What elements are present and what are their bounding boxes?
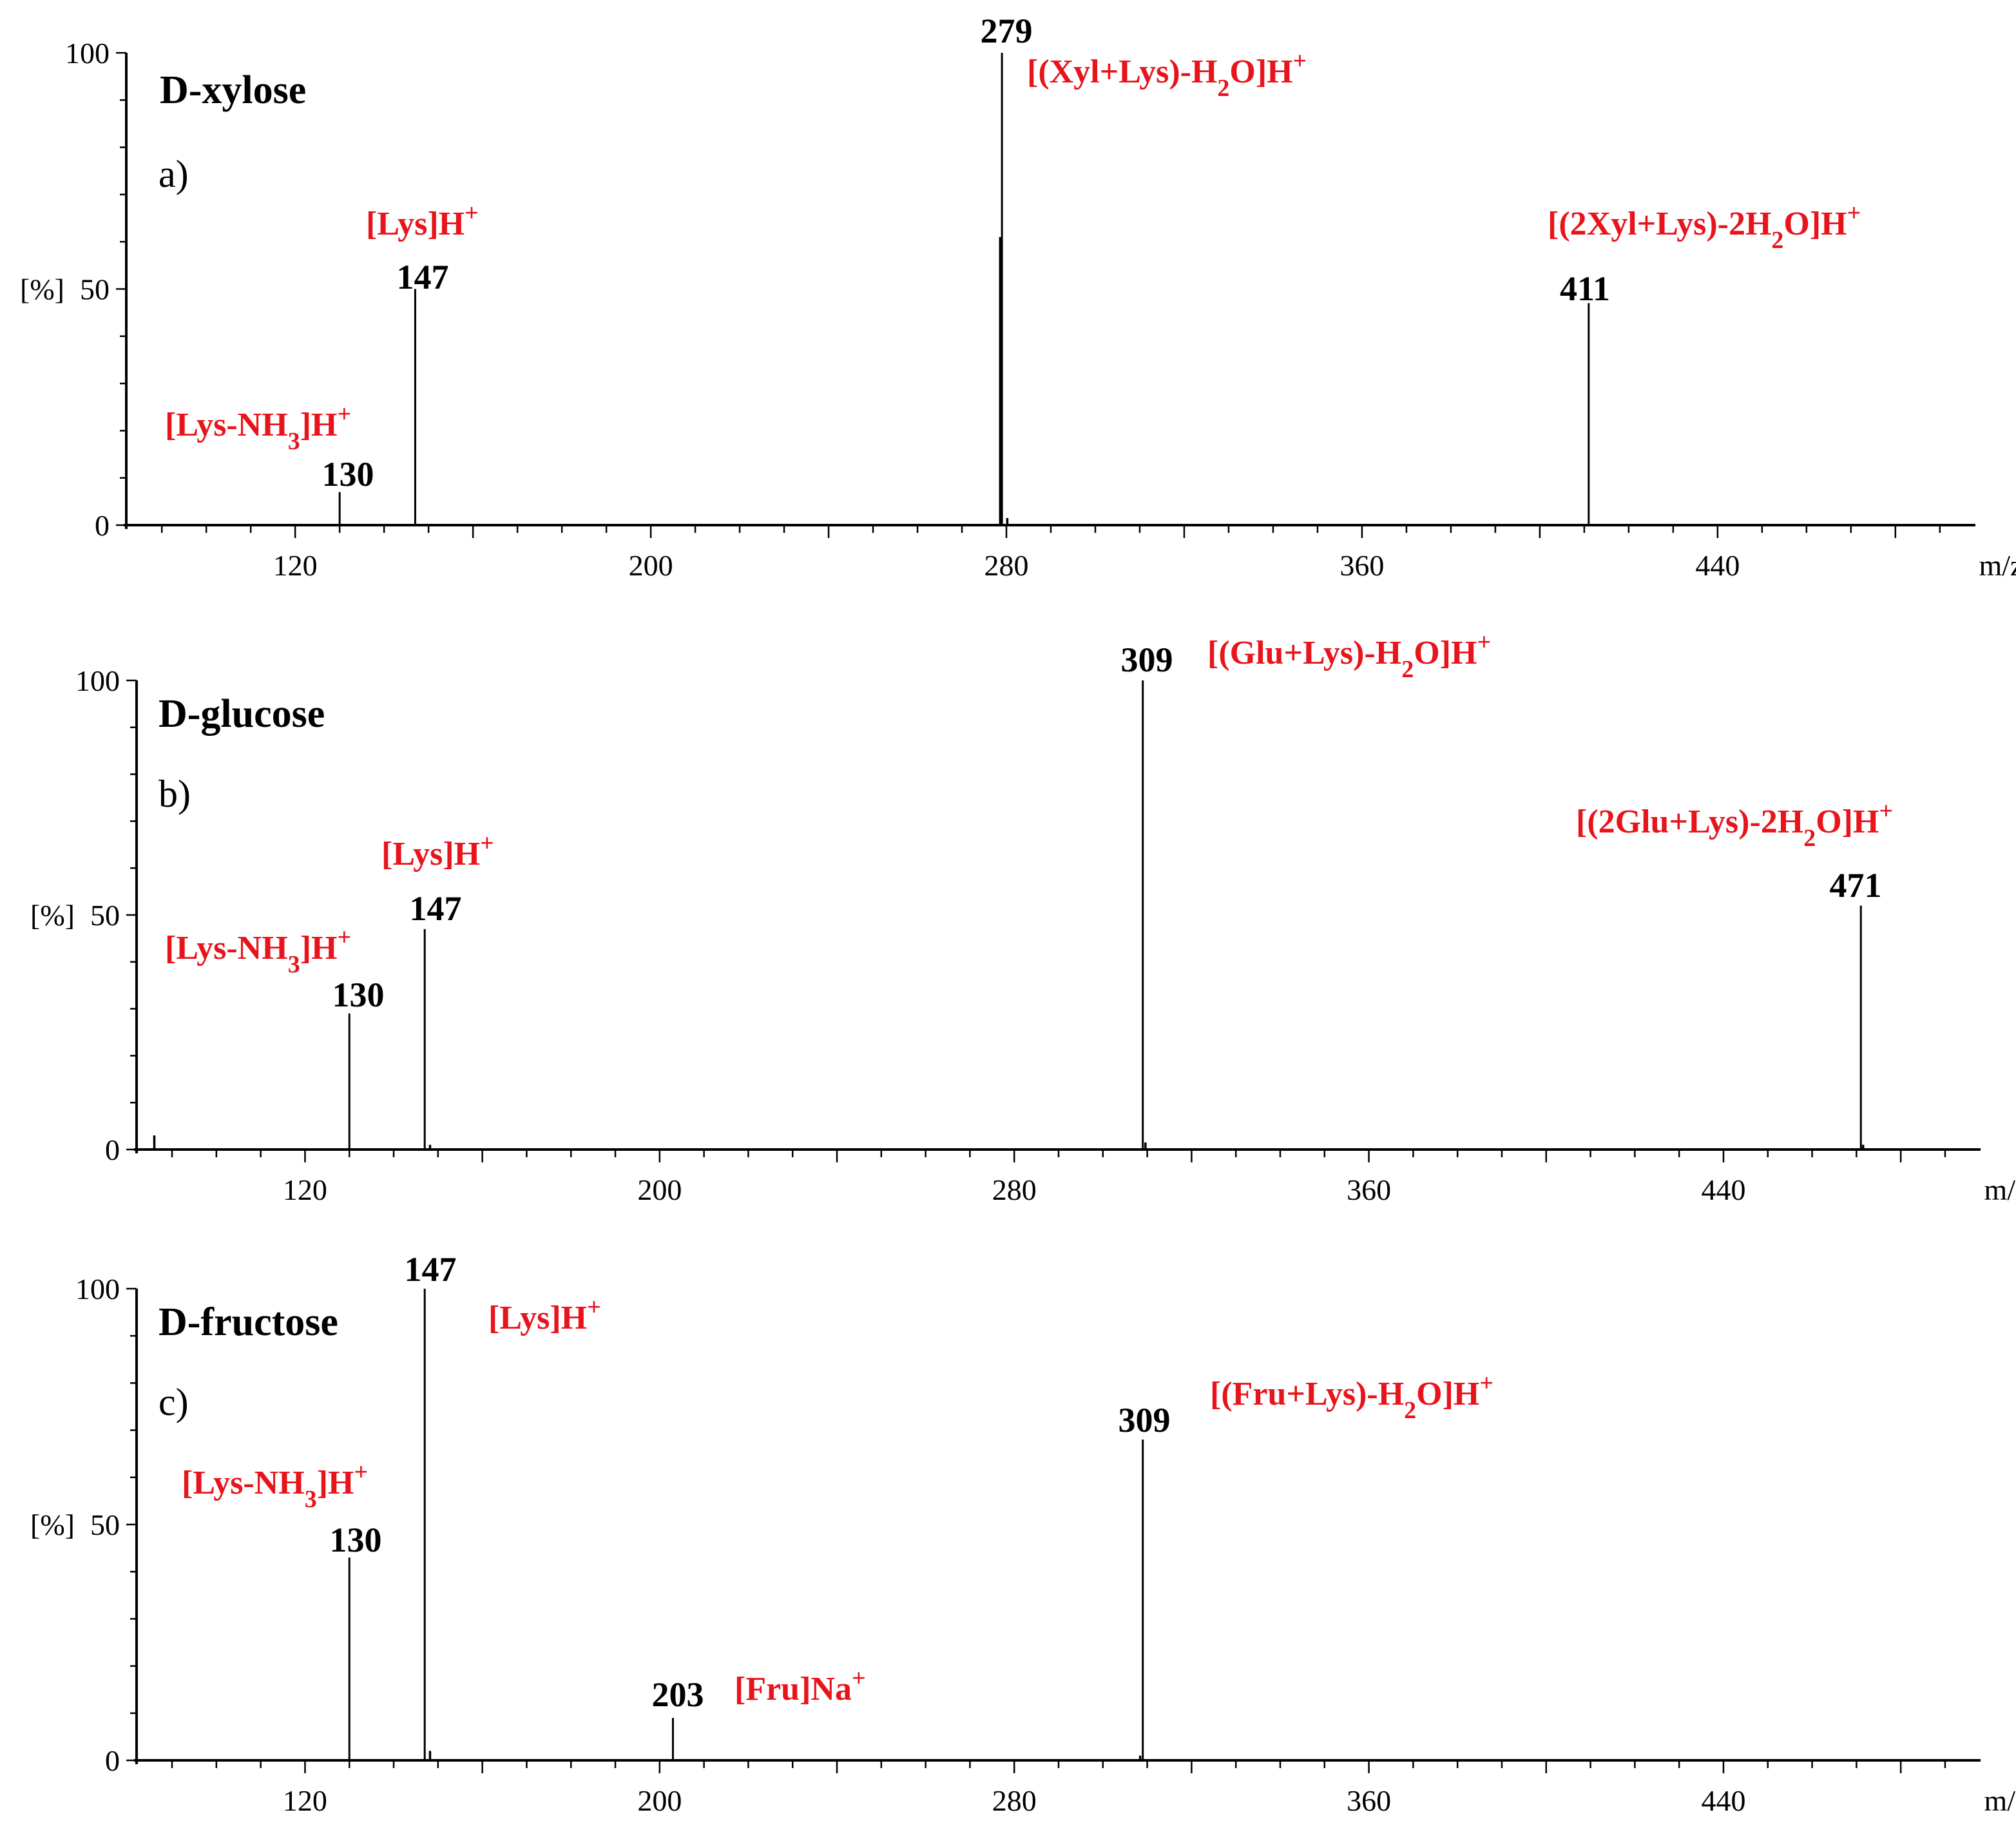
ion-annotation: [Lys]H+ [488,1294,601,1336]
y-tick-label: 0 [95,509,110,542]
ion-annotation: [(Glu+Lys)-H2O]H+ [1207,629,1491,683]
panel-title: D-xylose [160,68,306,112]
x-tick-label: 440 [1695,549,1740,582]
peak-mz-label: 411 [1560,269,1610,308]
spectrum-panel-3: 120 200 280 360 440 m/z 0 50 100 [%] D-fructose c) 1… [30,1250,2016,1817]
ion-annotation: [Fru]Na+ [734,1665,866,1708]
peak-mz-label: 147 [405,1250,457,1289]
peak-mz-label: 203 [652,1675,704,1714]
x-tick-label: 120 [283,1173,327,1206]
ion-annotation: [Lys]H+ [381,830,494,872]
x-tick-label: 120 [273,549,318,582]
spectrum-panel-2: 120 200 280 360 440 m/z 0 50 100 [%] D-glucose b) 13… [30,629,2016,1206]
panel-title: D-fructose [158,1300,338,1344]
x-axis-title: m/z [1984,1784,2016,1817]
peak-mz-label: 279 [981,12,1033,50]
x-tick-label: 280 [992,1784,1037,1817]
x-tick-label: 440 [1701,1173,1745,1206]
peak-mz-label: 130 [332,976,385,1014]
x-tick-label: 360 [1339,549,1384,582]
y-axis-title: [%] [30,1508,75,1541]
peak-mz-label: 471 [1830,866,1882,905]
panel-letter: a) [158,153,189,195]
x-tick-label: 120 [283,1784,327,1817]
ion-annotation: [(2Xyl+Lys)-2H2O]H+ [1548,200,1861,254]
x-tick-label: 280 [992,1173,1037,1206]
panel-title: D-glucose [158,692,325,736]
y-tick-label: 50 [80,273,110,306]
ion-annotation: [(Fru+Lys)-H2O]H+ [1210,1370,1493,1424]
panel-letter: c) [158,1381,189,1423]
x-tick-label: 200 [637,1173,682,1206]
ion-annotation: [Lys-NH3]H+ [165,924,351,978]
peak-mz-label: 147 [410,889,462,928]
y-tick-label: 50 [90,1508,120,1541]
y-tick-label: 0 [105,1744,120,1777]
peak-mz-label: 130 [330,1521,382,1559]
x-tick-label: 360 [1347,1173,1391,1206]
ion-annotation: [Lys]H+ [366,200,479,242]
y-tick-label: 100 [65,37,110,70]
y-tick-label: 0 [105,1133,120,1166]
y-axis-title: [%] [30,899,75,932]
peak-mz-label: 309 [1118,1401,1171,1439]
y-tick-label: 100 [75,1273,120,1305]
y-tick-label: 50 [90,899,120,932]
ion-annotation: [(2Glu+Lys)-2H2O]H+ [1576,798,1893,852]
y-axis-title: [%] [20,273,64,306]
peak-mz-label: 147 [397,258,449,296]
ion-annotation: [(Xyl+Lys)-H2O]H+ [1027,48,1307,102]
ion-annotation: [Lys-NH3]H+ [165,401,351,455]
x-tick-label: 440 [1701,1784,1745,1817]
x-axis-title: m/z [1979,549,2016,582]
y-tick-label: 100 [75,664,120,697]
ion-annotation: [Lys-NH3]H+ [182,1459,368,1513]
x-tick-label: 200 [629,549,673,582]
x-axis-title: m/z [1984,1173,2016,1206]
panel-letter: b) [158,773,191,815]
x-tick-label: 280 [984,549,1029,582]
peak-mz-label: 130 [322,455,374,494]
spectrum-panel-1: 120 200 280 360 440 m/z 0 50 100 [%] D-xylose a) 130… [20,12,2016,582]
peak-mz-label: 309 [1121,640,1173,679]
x-tick-label: 200 [637,1784,682,1817]
x-tick-label: 360 [1347,1784,1391,1817]
